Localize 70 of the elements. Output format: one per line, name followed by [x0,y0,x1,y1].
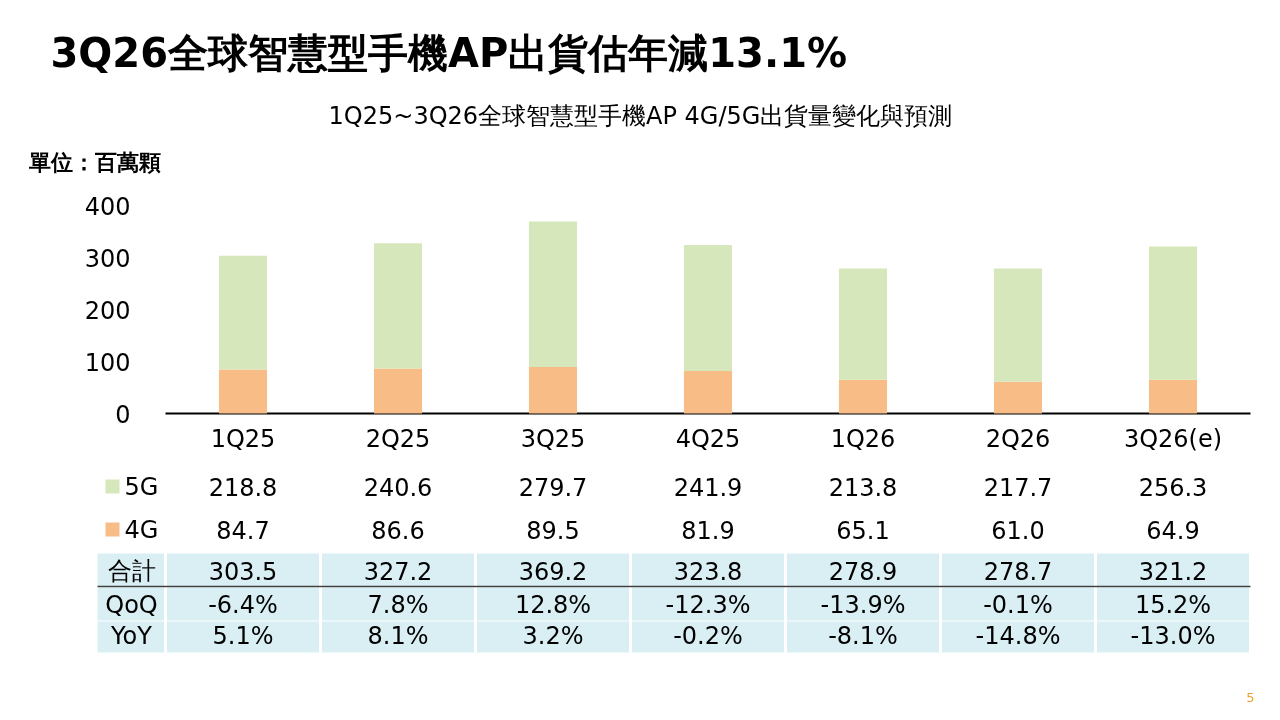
text: 303.5 [208,557,278,586]
chart-title: 3Q26全球智慧型手機AP出貨估年減13.1% [50,29,848,76]
bar [1148,246,1198,380]
text: YoY [110,621,153,650]
text: 278.7 [983,557,1053,586]
bar [373,368,423,414]
text: 7.8% [367,590,429,619]
text: 323.8 [673,557,743,586]
text: 327.2 [363,557,433,586]
text: 8.1% [367,621,429,650]
x-tick-label: 3Q25 [520,424,586,453]
data-label: 213.8 [828,473,898,502]
bar [993,268,1043,382]
text: 5 [1246,690,1255,705]
text: -12.3% [665,590,751,619]
text: 5.1% [212,621,274,650]
data-label: 64.9 [1146,516,1200,545]
data-label: 84.7 [216,516,270,545]
x-tick-label: 3Q26(e) [1123,424,1223,453]
bar [528,221,578,367]
data-label: 218.8 [208,473,278,502]
data-label: 256.3 [1138,473,1208,502]
y-tick-label: 300 [84,244,131,273]
text: 369.2 [518,557,588,586]
text: 3.2% [522,621,584,650]
bar [218,369,268,414]
y-tick-label: 400 [84,192,131,221]
x-tick-label: 2Q25 [365,424,431,453]
y-tick-label: 100 [84,348,131,377]
bar [838,268,888,380]
text: -14.8% [975,621,1061,650]
data-label: 241.9 [673,473,743,502]
text: 12.8% [514,590,592,619]
text: 278.9 [828,557,898,586]
text: 單位：百萬顆 [27,150,161,175]
bar [528,366,578,414]
data-label: 81.9 [681,516,735,545]
data-label: 65.1 [836,516,890,545]
x-tick-label: 1Q26 [830,424,896,453]
y-tick-label: 200 [84,296,131,325]
data-label: 217.7 [983,473,1053,502]
bar [218,255,268,370]
data-label: 86.6 [371,516,425,545]
text: -6.4% [208,590,278,619]
text: 合計 [107,556,156,585]
bar [683,370,733,414]
text: QoQ [105,590,158,619]
text: -13.9% [820,590,906,619]
x-tick-label: 1Q25 [210,424,276,453]
x-tick-label: 2Q26 [985,424,1051,453]
bar [1148,379,1198,414]
data-label: 61.0 [991,516,1045,545]
text: 321.2 [1138,557,1208,586]
legend-label: 4G [124,515,159,544]
legend-label: 5G [124,472,159,501]
text: -8.1% [828,621,898,650]
chart-subtitle: 1Q25~3Q26全球智慧型手機AP 4G/5G出貨量變化與預測 [328,101,953,130]
x-tick-label: 4Q25 [675,424,741,453]
data-label: 240.6 [363,473,433,502]
data-label: 279.7 [518,473,588,502]
data-label: 89.5 [526,516,580,545]
bar [838,379,888,414]
text: -13.0% [1130,621,1216,650]
bar [993,381,1043,414]
text: 15.2% [1134,590,1212,619]
text: -0.1% [983,590,1053,619]
bar [683,245,733,371]
text: -0.2% [673,621,743,650]
bar [373,243,423,369]
y-tick-label: 0 [115,400,131,429]
